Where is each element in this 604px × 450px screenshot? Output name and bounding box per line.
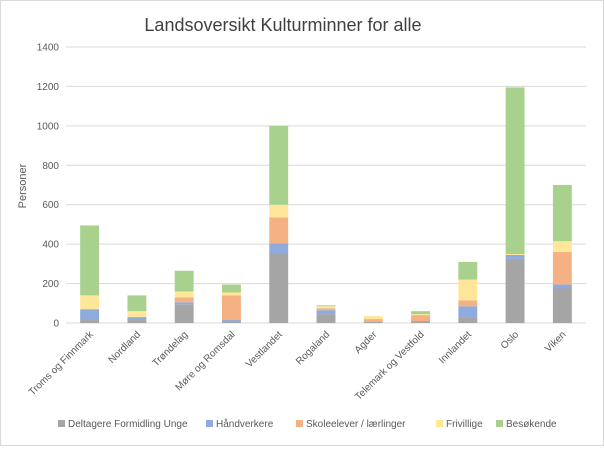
bar-segment xyxy=(458,279,478,301)
bar-segment xyxy=(269,125,289,205)
bar-segment xyxy=(222,284,241,293)
bar-segment xyxy=(127,317,147,321)
legend-item: Frivillige xyxy=(436,419,483,430)
x-tick-label: Oslo xyxy=(499,329,522,352)
legend-item: Besøkende xyxy=(496,419,557,430)
legend-label: Håndverkere xyxy=(216,418,274,430)
bar-segment xyxy=(363,316,383,320)
bar-segment xyxy=(505,87,525,255)
bar-segment xyxy=(411,322,430,323)
bar-segment xyxy=(552,284,572,289)
bar-segment xyxy=(458,300,478,307)
legend-item: Skoleelever / lærlinger xyxy=(296,419,406,430)
bar-segment xyxy=(505,258,525,323)
legend-label: Deltagere Formidling Unge xyxy=(68,419,188,430)
bar-segment xyxy=(174,302,194,305)
legend: Deltagere Formidling Unge Håndverkere Skol… xyxy=(58,418,557,430)
bar-segment xyxy=(174,304,194,323)
y-tick-label: 0 xyxy=(53,319,59,330)
bar-segment xyxy=(552,241,572,253)
y-tick-label: 400 xyxy=(42,240,59,251)
bar-segment xyxy=(411,314,430,316)
y-tick-label: 800 xyxy=(42,161,59,172)
bar-segment xyxy=(174,297,194,303)
legend-swatch xyxy=(206,420,213,427)
y-tick-label: 600 xyxy=(42,200,59,211)
y-tick-labels: 0 200 400 600 800 1000 1200 1400 xyxy=(37,43,60,330)
bar-segment xyxy=(316,314,336,323)
bar-segment xyxy=(127,295,147,312)
bar-segment xyxy=(458,317,478,323)
bar-segment xyxy=(222,322,241,323)
legend-swatch xyxy=(58,420,65,427)
bar-segment xyxy=(269,217,289,244)
bar-segment xyxy=(222,292,241,296)
legend-swatch xyxy=(296,420,303,427)
bar-segment xyxy=(458,261,478,280)
bar-segment xyxy=(316,310,336,315)
bar-segment xyxy=(174,270,194,292)
bar-segment xyxy=(80,295,100,310)
x-tick-label: Viken xyxy=(543,329,568,354)
bar-segment xyxy=(316,308,336,311)
x-tick-label: Agder xyxy=(353,329,380,356)
legend-label: Skoleelever / lærlinger xyxy=(306,419,406,430)
gridlines xyxy=(66,46,586,324)
bar-segment xyxy=(552,185,572,242)
bar-segment xyxy=(363,319,383,323)
bar-segment xyxy=(174,291,194,298)
bar-segment xyxy=(127,311,147,318)
bar-segment xyxy=(269,243,289,254)
x-tick-label: Vestlandet xyxy=(244,329,285,370)
chart-title: Landsoversikt Kulturminner for alle xyxy=(144,15,421,35)
y-tick-label: 1200 xyxy=(37,82,60,93)
bar-segment xyxy=(552,252,572,285)
x-tick-label: Nordland xyxy=(107,329,143,365)
bar-segment xyxy=(363,322,383,323)
bar-segment xyxy=(269,253,289,323)
x-tick-label: Troms og Finnmark xyxy=(27,329,97,399)
y-tick-label: 1000 xyxy=(37,121,60,132)
bar-segment xyxy=(316,305,336,307)
bar-segment xyxy=(411,321,430,323)
legend-item: Håndverkere xyxy=(206,418,274,430)
bar-segment xyxy=(552,288,572,323)
legend-swatch xyxy=(496,420,503,427)
y-tick-label: 1400 xyxy=(37,43,60,54)
x-tick-label: Trøndelag xyxy=(151,329,191,369)
bar-segment xyxy=(80,309,100,321)
bar-segment xyxy=(411,311,430,315)
bar-segment xyxy=(222,320,241,323)
bar-segment xyxy=(80,320,100,323)
bar-segment xyxy=(80,225,100,296)
bar-segment xyxy=(269,204,289,218)
legend-item: Deltagere Formidling Unge xyxy=(58,419,188,430)
y-axis-label: Personer xyxy=(17,163,29,208)
bar-segment xyxy=(458,306,478,318)
bar-segment xyxy=(505,254,525,259)
bar-segment xyxy=(505,254,525,255)
bar-segment xyxy=(127,320,147,323)
legend-label: Besøkende xyxy=(506,419,557,430)
legend-swatch xyxy=(436,420,443,427)
bars xyxy=(80,87,572,323)
legend-label: Frivillige xyxy=(446,419,483,430)
x-tick-label: Rogaland xyxy=(294,329,332,367)
x-tick-label: Innlandet xyxy=(437,329,474,366)
bar-segment xyxy=(316,306,336,309)
y-tick-label: 200 xyxy=(42,279,59,290)
bar-segment xyxy=(411,315,430,322)
bar-segment xyxy=(222,295,241,321)
